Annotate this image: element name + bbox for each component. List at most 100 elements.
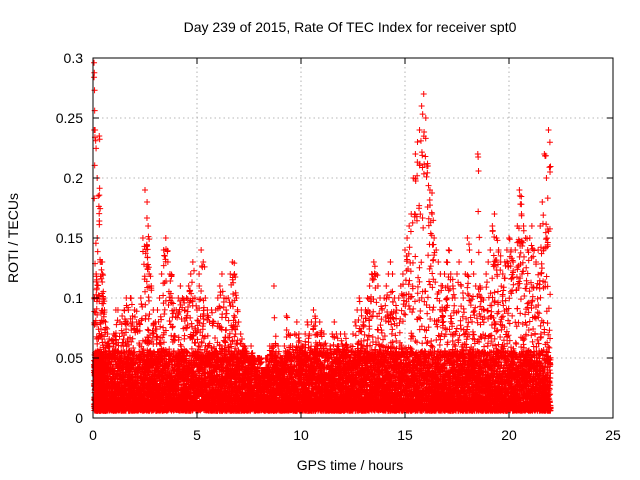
data-point <box>128 301 135 308</box>
data-point <box>91 74 98 81</box>
data-point <box>144 326 151 333</box>
data-point <box>102 339 109 346</box>
data-point <box>119 313 126 319</box>
data-point <box>97 205 104 212</box>
data-point <box>223 326 230 333</box>
data-point <box>94 248 101 255</box>
data-point <box>99 279 106 286</box>
data-point <box>161 252 168 259</box>
data-point <box>166 294 173 301</box>
data-point <box>100 288 107 295</box>
data-point <box>209 309 216 316</box>
data-point <box>169 324 176 331</box>
data-point <box>100 272 107 279</box>
data-point <box>92 137 99 144</box>
data-point <box>96 136 103 143</box>
data-point <box>189 279 196 286</box>
data-point <box>185 283 192 289</box>
data-point <box>93 145 100 152</box>
data-point <box>101 333 108 340</box>
data-point <box>162 235 169 241</box>
data-point <box>101 298 108 305</box>
data-point <box>146 311 153 318</box>
data-point <box>94 321 101 328</box>
data-point <box>216 283 223 289</box>
data-point <box>96 185 103 192</box>
data-point <box>160 324 167 331</box>
data-point <box>166 318 173 325</box>
data-point <box>231 314 238 321</box>
data-point <box>218 271 225 277</box>
data-point <box>98 275 105 282</box>
data-point <box>234 337 241 344</box>
chart-title: Day 239 of 2015, Rate Of TEC Index for r… <box>184 19 517 35</box>
data-point <box>128 295 135 302</box>
data-point <box>237 331 244 337</box>
data-point <box>121 307 128 314</box>
data-point <box>221 338 228 345</box>
data-point <box>142 312 149 319</box>
data-point <box>93 305 100 312</box>
data-point <box>99 271 106 277</box>
data-point <box>104 325 111 332</box>
data-point <box>93 278 100 285</box>
data-point <box>223 310 230 317</box>
data-point <box>181 332 188 339</box>
data-point <box>106 335 113 342</box>
data-point <box>157 340 164 347</box>
data-point <box>91 87 98 94</box>
data-point <box>161 306 168 313</box>
data-point <box>178 343 185 350</box>
data-point <box>187 271 194 277</box>
data-point <box>177 283 184 289</box>
data-point <box>129 335 136 342</box>
data-point <box>91 59 98 66</box>
data-point <box>210 319 217 325</box>
data-point <box>95 193 102 199</box>
data-point <box>139 235 146 241</box>
data-point <box>101 307 108 313</box>
data-point <box>154 333 161 340</box>
data-point <box>92 317 99 324</box>
data-point <box>99 259 106 266</box>
data-point <box>143 215 150 222</box>
data-point <box>145 315 152 322</box>
data-point <box>96 192 103 199</box>
data-point <box>142 187 148 193</box>
data-point <box>97 326 104 333</box>
data-point <box>174 314 181 321</box>
data-point <box>97 321 104 328</box>
data-point <box>102 324 109 331</box>
data-point <box>94 282 101 289</box>
data-point <box>91 195 98 202</box>
data-point <box>144 199 151 205</box>
data-point <box>161 310 168 317</box>
data-point <box>191 267 198 274</box>
data-point <box>96 221 103 228</box>
data-point <box>100 295 107 301</box>
data-point <box>158 271 165 277</box>
data-point <box>154 307 161 313</box>
data-point <box>170 300 177 307</box>
data-point <box>222 314 229 321</box>
data-point <box>137 295 144 301</box>
data-point <box>104 331 111 337</box>
data-point <box>94 311 101 318</box>
data-point <box>100 311 107 318</box>
data-point <box>94 340 101 347</box>
data-point <box>145 223 152 229</box>
data-points <box>91 60 554 414</box>
data-point <box>197 296 204 303</box>
data-point <box>189 259 196 265</box>
data-point <box>196 271 203 277</box>
data-point <box>102 319 109 325</box>
data-point <box>92 240 99 247</box>
data-point <box>98 266 105 273</box>
data-point <box>96 210 103 217</box>
data-point <box>200 259 207 265</box>
data-point <box>138 301 145 308</box>
data-point <box>93 286 100 293</box>
data-point <box>198 247 205 253</box>
